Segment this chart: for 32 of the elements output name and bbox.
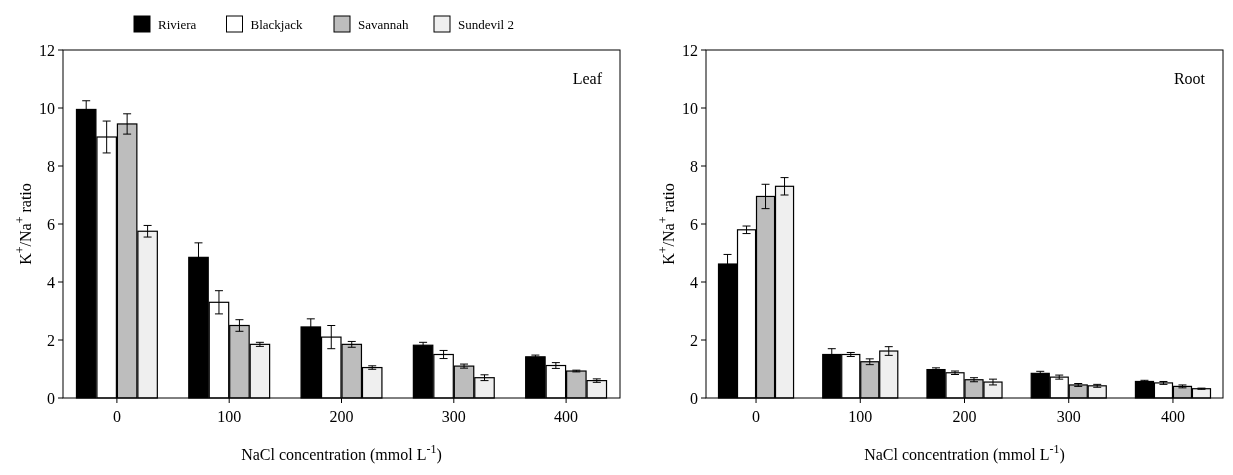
- x-tick-label: 200: [329, 408, 354, 425]
- x-tick-label: 100: [848, 408, 873, 425]
- y-tick-label: 10: [39, 99, 55, 117]
- y-tick-label: 4: [47, 273, 55, 291]
- x-tick-label: 300: [441, 408, 466, 425]
- y-tick-label: 6: [690, 215, 698, 233]
- x-axis-title: NaCl concentration (mmol L$^{-1}$): [864, 442, 1065, 464]
- y-tick-label: 10: [682, 99, 698, 117]
- y-tick-label: 4: [690, 273, 698, 291]
- x-axis-title: NaCl concentration (mmol L$^{-1}$): [241, 442, 442, 464]
- y-tick-label: 0: [47, 389, 55, 407]
- y-tick-label: 6: [47, 215, 55, 233]
- y-tick-label: 8: [690, 157, 698, 175]
- legend-label: Blackjack: [250, 17, 303, 32]
- x-tick-label: 100: [217, 408, 242, 425]
- y-tick-label: 12: [682, 41, 698, 59]
- annotation: Leaf: [572, 70, 603, 87]
- x-tick-label: 0: [752, 408, 761, 425]
- x-tick-label: 400: [1160, 408, 1185, 425]
- legend-label: Savannah: [358, 17, 410, 32]
- legend-label: Sundevil 2: [458, 17, 514, 32]
- y-tick-label: 2: [47, 331, 55, 349]
- legend-label: Riviera: [158, 17, 197, 32]
- x-tick-label: 300: [1056, 408, 1081, 425]
- x-tick-label: 400: [554, 408, 579, 425]
- x-tick-label: 0: [112, 408, 121, 425]
- y-tick-label: 2: [690, 331, 698, 349]
- annotation: Root: [1173, 70, 1206, 87]
- y-tick-label: 8: [47, 157, 55, 175]
- x-tick-label: 200: [952, 408, 977, 425]
- y-tick-label: 0: [690, 389, 698, 407]
- y-tick-label: 12: [39, 41, 55, 59]
